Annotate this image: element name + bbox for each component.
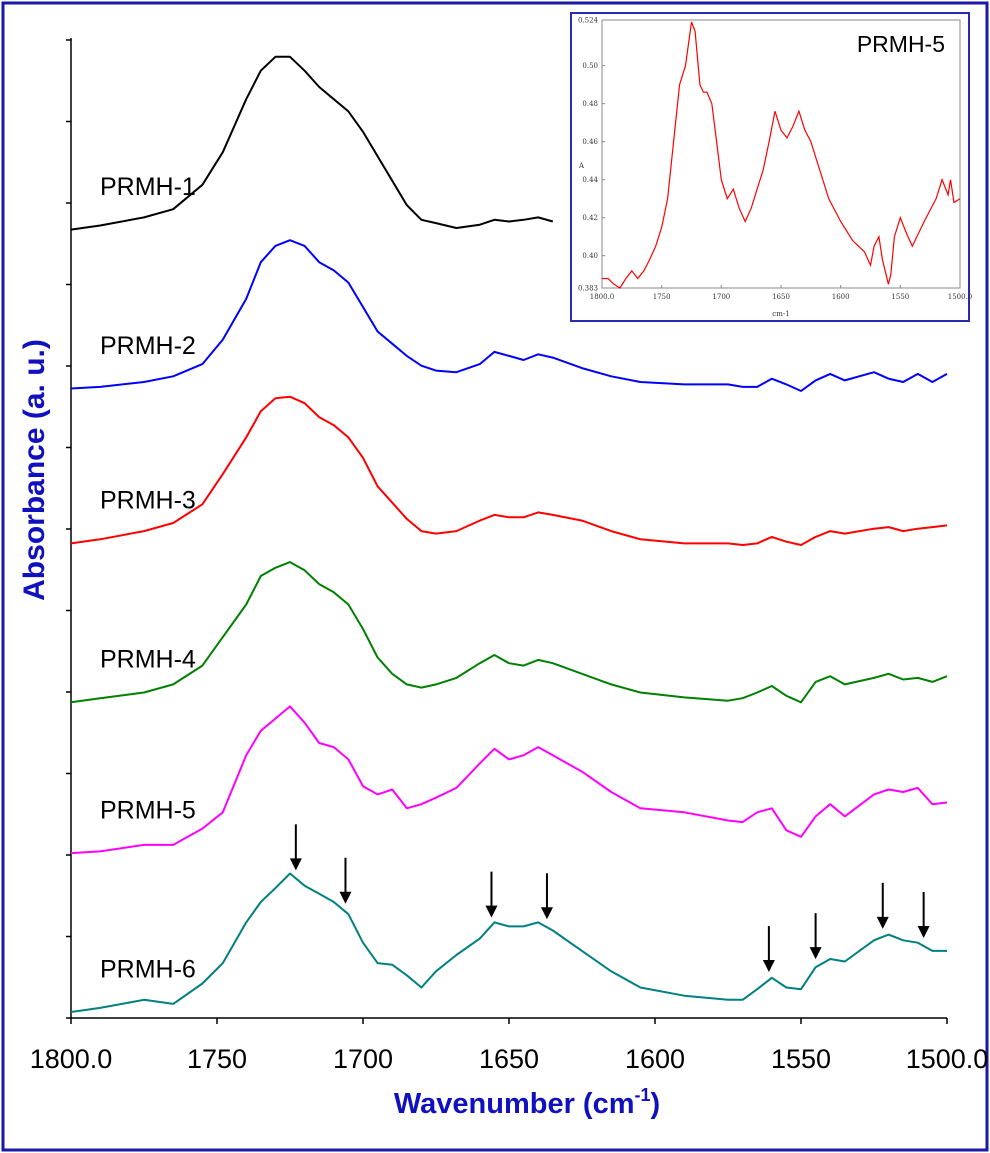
inset-x-tick-label-6: 1500.0 bbox=[948, 293, 973, 301]
x-axis-ticks: 1800.0 1750 1700 1650 1600 1550 1500.0 bbox=[30, 1018, 989, 1074]
peak-arrow-head-5 bbox=[809, 947, 822, 960]
inset-y-tick-label-4: 0.44 bbox=[582, 176, 598, 184]
series-label-prmh-4: PRMH-4 bbox=[100, 646, 196, 674]
peak-arrow-5 bbox=[809, 913, 822, 960]
inset-x-axis-label: cm-1 bbox=[772, 310, 789, 318]
series-label-prmh-6: PRMH-6 bbox=[100, 955, 196, 983]
inset-x-tick-label-4: 1600 bbox=[832, 293, 850, 301]
peak-arrow-head-7 bbox=[917, 925, 930, 938]
peak-arrow-head-6 bbox=[876, 916, 889, 929]
inset-y-tick-label-3: 0.46 bbox=[582, 138, 598, 146]
series-line-prmh-4 bbox=[70, 561, 948, 704]
inset-y-tick-label-1: 0.50 bbox=[582, 62, 598, 70]
inset-x-tick-label-1: 1750 bbox=[653, 293, 671, 301]
x-tick-label-4: 1600 bbox=[625, 1044, 685, 1074]
x-tick-label-0: 1800.0 bbox=[30, 1044, 113, 1074]
series-label-prmh-3: PRMH-3 bbox=[100, 487, 196, 515]
inset-plot-frame bbox=[601, 19, 961, 289]
inset-chart: 0.524 0.50 0.48 0.46 0.44 0.42 0.40 0.383 1800.… bbox=[570, 12, 973, 322]
arrow-layer bbox=[289, 824, 930, 973]
series-line-prmh-1 bbox=[70, 55, 554, 231]
peak-arrow-0 bbox=[289, 824, 302, 871]
series-line-prmh-6 bbox=[70, 872, 947, 1013]
series-label-prmh-2: PRMH-2 bbox=[100, 332, 196, 360]
inset-y-tick-label-6: 0.40 bbox=[582, 252, 598, 260]
inset-x-ticks: 1800.0 1750 1700 1650 1600 1550 1500.0 bbox=[590, 285, 973, 301]
x-axis-label-close: ) bbox=[651, 1088, 661, 1120]
series-layer: PRMH-1 PRMH-2 PRMH-3 PRMH-4 PRMH-5 PRMH-6 bbox=[70, 55, 948, 1013]
x-tick-label-6: 1500.0 bbox=[906, 1044, 989, 1074]
inset-y-tick-label-5: 0.42 bbox=[582, 214, 598, 222]
peak-arrow-4 bbox=[762, 926, 775, 973]
x-axis-label: Wavenumber (cm-1) bbox=[394, 1085, 660, 1120]
inset-y-axis-label: A bbox=[578, 162, 585, 170]
inset-series-line bbox=[602, 21, 961, 289]
series-line-prmh-2 bbox=[70, 239, 948, 392]
peak-arrow-head-1 bbox=[339, 891, 352, 904]
inset-y-tick-label-0: 0.524 bbox=[578, 17, 599, 25]
peak-arrow-head-0 bbox=[289, 858, 302, 871]
x-axis-label-main: Wavenumber (cm bbox=[394, 1088, 635, 1120]
peak-arrow-head-4 bbox=[762, 960, 775, 973]
peak-arrow-1 bbox=[339, 857, 352, 904]
inset-x-tick-label-2: 1700 bbox=[712, 293, 730, 301]
x-tick-label-1: 1750 bbox=[187, 1044, 247, 1074]
inset-y-tick-label-7: 0.383 bbox=[578, 285, 598, 293]
inset-y-tick-label-2: 0.48 bbox=[582, 100, 598, 108]
series-line-prmh-5 bbox=[70, 705, 948, 855]
inset-label: PRMH-5 bbox=[857, 31, 945, 57]
peak-arrow-head-2 bbox=[485, 905, 498, 918]
peak-arrow-2 bbox=[485, 871, 498, 918]
inset-y-ticks: 0.524 0.50 0.48 0.46 0.44 0.42 0.40 0.383 bbox=[578, 17, 605, 293]
x-tick-label-5: 1550 bbox=[771, 1044, 831, 1074]
inset-x-tick-label-5: 1550 bbox=[891, 293, 909, 301]
series-line-prmh-3 bbox=[70, 395, 948, 546]
peak-arrow-7 bbox=[917, 891, 930, 938]
series-label-prmh-1: PRMH-1 bbox=[100, 173, 196, 201]
peak-arrow-head-3 bbox=[540, 907, 553, 920]
x-tick-label-3: 1650 bbox=[479, 1044, 539, 1074]
x-tick-label-2: 1700 bbox=[333, 1044, 393, 1074]
peak-arrow-6 bbox=[876, 882, 889, 929]
peak-arrow-3 bbox=[540, 873, 553, 920]
inset-x-tick-label-3: 1650 bbox=[772, 293, 790, 301]
y-axis-label: Absorbance (a. u.) bbox=[18, 339, 51, 601]
inset-x-tick-label-0: 1800.0 bbox=[590, 293, 615, 301]
x-axis-label-sup: -1 bbox=[634, 1085, 650, 1105]
y-axis-ticks bbox=[66, 39, 71, 1019]
series-label-prmh-5: PRMH-5 bbox=[100, 796, 196, 824]
